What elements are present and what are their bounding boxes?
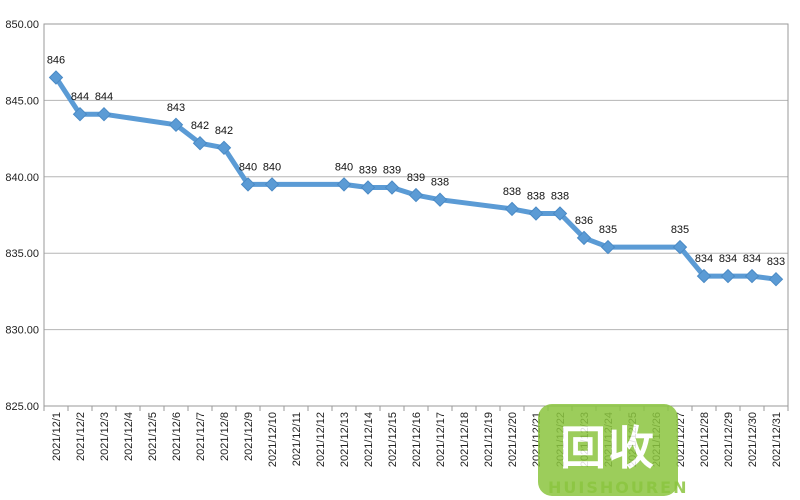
- data-point: [720, 268, 736, 284]
- data-label: 833: [767, 256, 785, 268]
- x-tick-label: 2021/12/28: [699, 412, 711, 467]
- data-point: [168, 117, 184, 133]
- x-tick-label: 2021/12/30: [747, 412, 759, 467]
- x-tick-label: 2021/12/12: [315, 412, 327, 467]
- data-label: 846: [47, 54, 65, 66]
- data-label: 842: [215, 125, 233, 137]
- data-label: 834: [719, 253, 737, 265]
- data-label: 839: [359, 164, 377, 176]
- data-label: 839: [407, 172, 425, 184]
- data-point: [72, 106, 88, 122]
- data-point: [96, 106, 112, 122]
- data-point: [528, 206, 544, 221]
- x-tick-label: 2021/12/3: [99, 412, 111, 461]
- data-label: 844: [95, 91, 113, 103]
- data-label: 844: [71, 91, 89, 103]
- data-label: 838: [503, 186, 521, 198]
- x-tick-label: 2021/12/5: [147, 412, 159, 461]
- data-label: 834: [695, 253, 713, 265]
- x-tick-label: 2021/12/15: [387, 412, 399, 467]
- y-tick-label: 835.00: [5, 248, 39, 260]
- data-point: [336, 177, 352, 192]
- data-point: [264, 177, 280, 192]
- data-label: 843: [167, 102, 185, 114]
- x-tick-label: 2021/12/31: [771, 412, 783, 467]
- data-point: [504, 201, 520, 217]
- axes: [43, 23, 789, 411]
- watermark-logo: 回收: [538, 404, 678, 496]
- x-tick-label: 2021/12/27: [675, 412, 687, 467]
- data-point: [600, 239, 616, 255]
- data-label: 835: [671, 224, 689, 236]
- data-point: [672, 239, 688, 255]
- data-point: [552, 206, 568, 221]
- data-point: [384, 180, 400, 195]
- data-labels: 846 844 844 843 842 842 840 840 840 839 839 839 838 8…: [47, 54, 785, 268]
- watermark-logo-text: 回收: [560, 421, 656, 475]
- x-tick-label: 2021/12/16: [411, 412, 423, 467]
- y-tick-labels: 825.00 830.00 835.00 840.00 845.00 850.00: [5, 19, 39, 413]
- x-tick-label: 2021/12/14: [363, 412, 375, 467]
- data-point: [576, 230, 592, 246]
- data-point: [48, 70, 64, 85]
- watermark-brand-text: HUISHOUREN: [548, 478, 689, 497]
- y-tick-label: 840.00: [5, 172, 39, 184]
- y-tick-label: 845.00: [5, 95, 39, 107]
- data-label: 834: [743, 253, 761, 265]
- x-tick-label: 2021/12/8: [219, 412, 231, 461]
- data-point: [768, 271, 784, 287]
- data-label: 838: [431, 177, 449, 189]
- data-point: [216, 140, 232, 156]
- data-point: [192, 135, 208, 151]
- plot-area-frame: [43, 23, 789, 407]
- gridlines: [44, 99, 788, 331]
- x-tick-label: 2021/12/6: [171, 412, 183, 461]
- x-tick-label: 2021/12/17: [435, 412, 447, 467]
- x-tick-label: 2021/12/18: [459, 412, 471, 467]
- x-tick-label: 2021/12/11: [291, 412, 303, 466]
- data-point: [360, 180, 376, 195]
- x-tick-label: 2021/12/19: [483, 412, 495, 467]
- data-label: 838: [551, 190, 569, 202]
- data-point: [744, 268, 760, 284]
- data-label: 836: [575, 215, 593, 227]
- x-tick-label: 2021/12/2: [75, 412, 87, 461]
- data-label: 835: [599, 224, 617, 236]
- x-tick-label: 2021/12/20: [507, 412, 519, 467]
- x-tick-label: 2021/12/9: [243, 412, 255, 461]
- x-tick-label: 2021/12/10: [267, 412, 279, 467]
- data-point: [408, 187, 424, 203]
- x-tick-label: 2021/12/4: [123, 412, 135, 461]
- data-point: [696, 268, 712, 284]
- data-markers: [48, 70, 784, 287]
- y-tick-label: 830.00: [5, 325, 39, 337]
- data-point: [240, 177, 256, 192]
- data-point: [432, 192, 448, 207]
- x-tick-label: 2021/12/7: [195, 412, 207, 461]
- data-label: 840: [335, 161, 353, 173]
- data-label: 838: [527, 190, 545, 202]
- data-label: 840: [239, 161, 257, 173]
- data-label: 840: [263, 161, 281, 173]
- data-label: 842: [191, 120, 209, 132]
- data-label: 839: [383, 164, 401, 176]
- y-tick-label: 825.00: [5, 401, 39, 413]
- y-tick-label: 850.00: [5, 19, 39, 31]
- x-tick-label: 2021/12/1: [51, 412, 63, 461]
- x-tick-label: 2021/12/13: [339, 412, 351, 467]
- x-tick-label: 2021/12/29: [723, 412, 735, 467]
